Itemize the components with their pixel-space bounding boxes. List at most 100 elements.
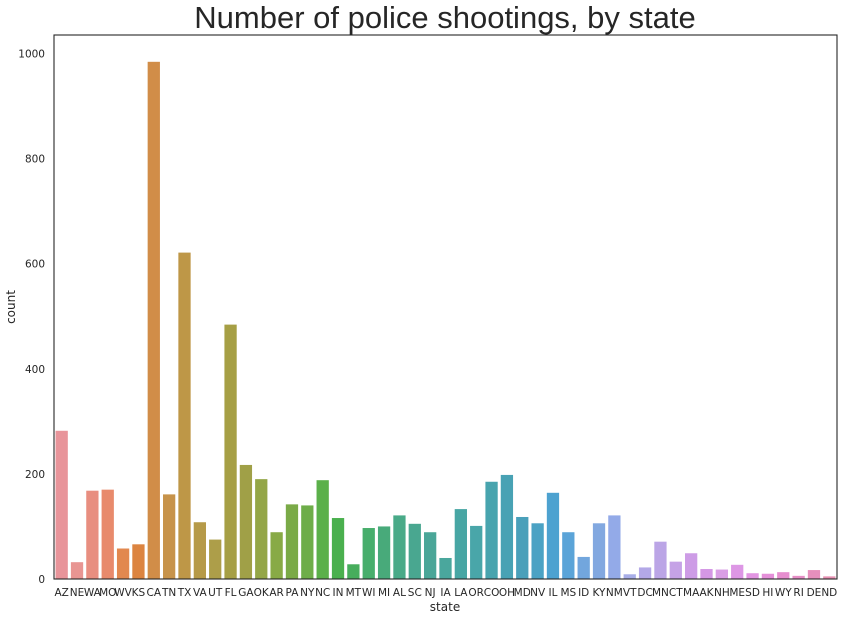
x-tick-label-ct: CT <box>669 587 683 599</box>
bar-nh <box>715 569 728 579</box>
x-tick-label-az: AZ <box>54 587 68 599</box>
bar-ak <box>700 569 713 579</box>
plot-frame <box>53 34 838 580</box>
x-tick-label-or: OR <box>468 587 484 599</box>
bar-ct <box>669 561 682 579</box>
x-tick-label-va: VA <box>193 587 208 599</box>
bar-in <box>331 518 345 579</box>
x-tick-label-mo: MO <box>99 587 116 599</box>
bar-or <box>470 525 483 579</box>
x-tick-label-nd: ND <box>821 587 837 599</box>
x-tick-label-nh: NH <box>714 587 730 599</box>
bar-oh <box>500 474 514 579</box>
x-tick-label-la: LA <box>454 587 468 599</box>
bar-mi <box>377 526 391 579</box>
bar-ca <box>147 61 160 580</box>
bar-mn <box>654 541 667 579</box>
x-tick-label-ia: IA <box>440 587 451 599</box>
bar-wi <box>362 528 375 579</box>
x-tick-label-dc: DC <box>637 587 652 599</box>
bar-de <box>807 570 821 579</box>
x-tick-label-oh: OH <box>499 587 515 599</box>
y-tick-label-1000: 1000 <box>18 48 45 60</box>
x-tick-label-mi: MI <box>378 587 390 599</box>
y-tick-label-600: 600 <box>25 259 45 271</box>
bar-md <box>516 516 529 579</box>
bar-ms <box>562 532 575 579</box>
x-tick-label-nj: NJ <box>425 587 436 599</box>
bar-nv <box>531 523 544 579</box>
x-tick-label-ne: NE <box>70 587 85 599</box>
bar-ma <box>685 553 698 579</box>
y-tick-label-400: 400 <box>25 364 45 376</box>
bar-fl <box>224 324 237 579</box>
x-tick-label-ga: GA <box>238 587 254 599</box>
bar-dc <box>638 567 652 579</box>
bar-nj <box>424 532 437 579</box>
bar-az <box>55 430 68 579</box>
x-tick-label-wi: WI <box>362 587 375 599</box>
x-tick-label-id: ID <box>578 587 589 599</box>
x-tick-label-ma: MA <box>683 587 700 599</box>
x-tick-label-ca: CA <box>147 587 162 599</box>
x-tick-label-vt: VT <box>623 587 637 599</box>
x-tick-label-il: IL <box>548 587 557 599</box>
bar-pa <box>285 504 299 579</box>
bar-wv <box>116 548 130 579</box>
bar-va <box>193 522 206 579</box>
y-axis-ticks: 0 200 400 600 800 1000 <box>18 48 45 586</box>
x-tick-label-ak: AK <box>699 587 714 599</box>
x-tick-label-pa: PA <box>286 587 300 599</box>
x-tick-label-ut: UT <box>208 587 223 599</box>
x-tick-label-md: MD <box>514 587 531 599</box>
bar-ut <box>209 539 222 579</box>
x-axis-label: state <box>430 600 460 614</box>
bar-wy <box>777 572 790 579</box>
y-axis-label: count <box>4 290 18 324</box>
x-tick-label-ny: NY <box>300 587 315 599</box>
x-tick-label-sc: SC <box>408 587 422 599</box>
bar-nc <box>316 480 329 579</box>
bar-nd <box>823 576 836 579</box>
x-tick-label-wy: WY <box>775 587 792 599</box>
bar-al <box>393 515 406 579</box>
x-tick-label-ks: KS <box>132 587 146 599</box>
bars-layer <box>55 61 836 580</box>
bar-me <box>731 564 744 579</box>
bar-sd <box>746 573 759 579</box>
x-tick-label-ms: MS <box>560 587 576 599</box>
bar-ks <box>132 544 145 579</box>
x-tick-label-co: CO <box>484 587 500 599</box>
x-tick-label-sd: SD <box>745 587 760 599</box>
x-tick-label-ri: RI <box>793 587 803 599</box>
y-tick-label-0: 0 <box>38 574 45 586</box>
x-tick-label-tn: TN <box>161 587 176 599</box>
bar-ga <box>239 464 253 579</box>
x-tick-label-ky: KY <box>593 587 607 599</box>
chart-title: Number of police shootings, by state <box>194 0 695 35</box>
bar-wa <box>86 490 99 579</box>
bar-nm <box>608 515 621 579</box>
x-tick-label-hi: HI <box>762 587 773 599</box>
x-tick-label-me: ME <box>729 587 745 599</box>
x-tick-label-in: IN <box>333 587 344 599</box>
bar-la <box>454 509 467 579</box>
x-tick-label-de: DE <box>807 587 822 599</box>
bar-ok <box>255 479 268 579</box>
bar-ri <box>792 575 805 579</box>
bar-ia <box>439 557 452 579</box>
bar-ne <box>70 562 84 579</box>
bar-mo <box>101 489 114 579</box>
bar-id <box>577 556 590 579</box>
x-tick-label-mn: MN <box>652 587 669 599</box>
x-tick-label-al: AL <box>393 587 406 599</box>
y-tick-label-800: 800 <box>25 154 45 166</box>
x-tick-label-wv: WV <box>114 587 132 599</box>
bar-ar <box>270 532 283 579</box>
x-tick-label-nc: NC <box>315 587 330 599</box>
x-tick-label-wa: WA <box>84 587 102 599</box>
x-tick-label-nv: NV <box>530 587 546 599</box>
